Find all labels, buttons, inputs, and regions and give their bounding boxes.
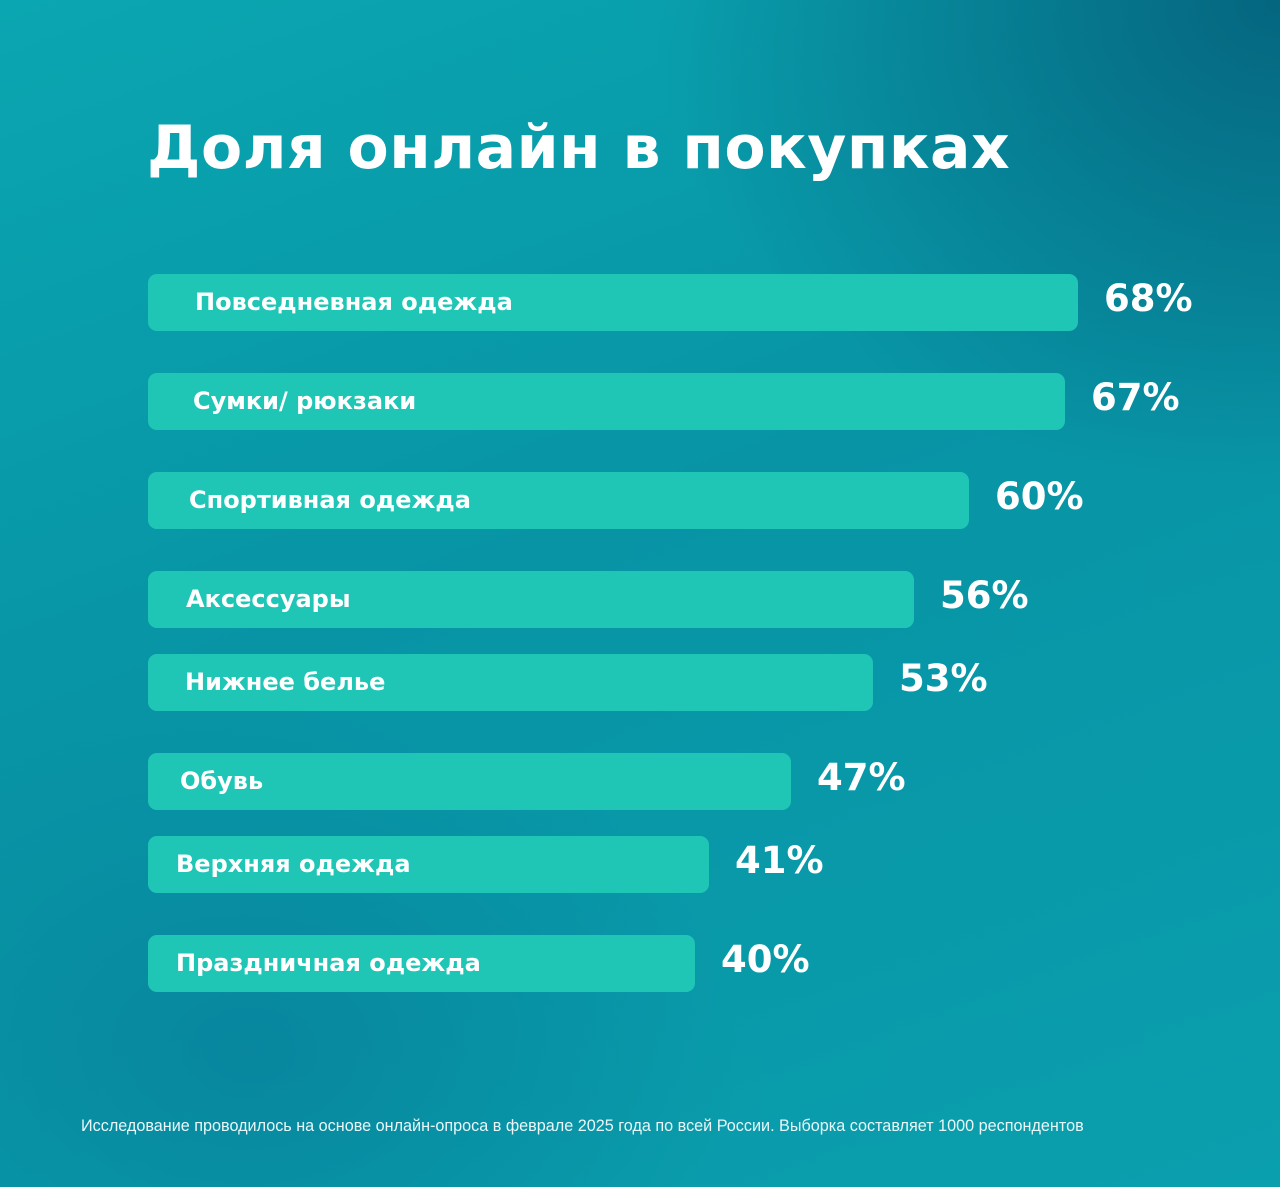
bar-label: Спортивная одежда [189,486,471,514]
bar-label: Сумки/ рюкзаки [193,387,417,415]
bar [148,472,969,529]
bar-label: Обувь [180,767,264,795]
bar-value-label: 60% [995,475,1084,518]
bar [148,654,873,711]
bar-label: Повседневная одежда [195,288,513,316]
bar-value-label: 41% [735,839,824,882]
bar-label: Верхняя одежда [176,850,411,878]
footnote: Исследование проводилось на основе онлай… [81,1117,1084,1135]
bar-value-label: 53% [899,657,988,700]
bar [148,571,914,628]
bar-value-label: 47% [817,756,906,799]
chart-title: Доля онлайн в покупках [147,113,1011,183]
bar-value-label: 40% [721,938,810,981]
bar-value-label: 68% [1104,277,1193,320]
bar [148,274,1078,331]
bar-label: Праздничная одежда [176,949,481,977]
bar [148,753,791,810]
bar-value-label: 56% [940,574,1029,617]
bar-value-label: 67% [1091,376,1180,419]
bar [148,836,709,893]
bar-label: Аксессуары [186,585,351,613]
bar [148,935,695,992]
bar-label: Нижнее белье [185,668,386,696]
bar [148,373,1065,430]
